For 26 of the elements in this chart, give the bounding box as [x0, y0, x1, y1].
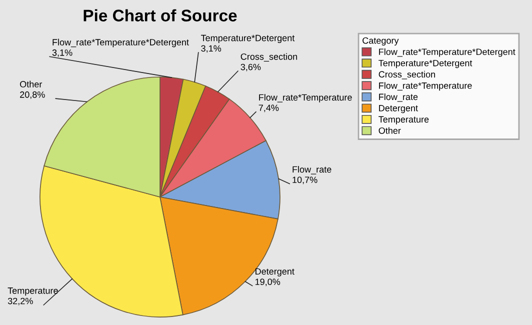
- legend-label: Temperature*Detergent: [378, 60, 472, 68]
- slice-label: Detergent: [256, 268, 294, 276]
- data-label: 10,7%: [292, 176, 318, 184]
- data-label: 3,1%: [201, 45, 222, 53]
- slice-label: Flow_rate*Temperature*Detergent: [52, 38, 189, 48]
- legend-label: Flow_rate*Temperature: [379, 82, 472, 91]
- legend-label: Temperature: [378, 116, 429, 124]
- data-label: 3,6%: [240, 64, 261, 72]
- legend-label: Other: [378, 127, 401, 134]
- slice-label: Other: [20, 80, 42, 88]
- slice-label: Temperature: [8, 288, 58, 296]
- data-label: 32,2%: [8, 298, 33, 306]
- legend-label: Detergent: [379, 105, 418, 114]
- slice-label: Cross_section: [240, 53, 298, 62]
- slice-label: Temperature*Detergent: [201, 34, 295, 44]
- data-label: 19,0%: [255, 278, 280, 286]
- data-label: 3,1%: [52, 49, 72, 57]
- data-label: 7,4%: [258, 104, 279, 112]
- slice-label: Flow_rate: [292, 166, 332, 174]
- legend-label: Flow_rate: [379, 93, 418, 102]
- legend-label: Flow_rate*Temperature*Detergent: [379, 48, 516, 57]
- legend-title: Category: [362, 37, 399, 46]
- data-label: 20,8%: [20, 91, 45, 99]
- legend-label: Cross_section: [378, 70, 435, 80]
- chart-title: Pie Chart of Source: [84, 9, 237, 22]
- slice-label: Flow_rate*Temperature: [259, 94, 352, 102]
